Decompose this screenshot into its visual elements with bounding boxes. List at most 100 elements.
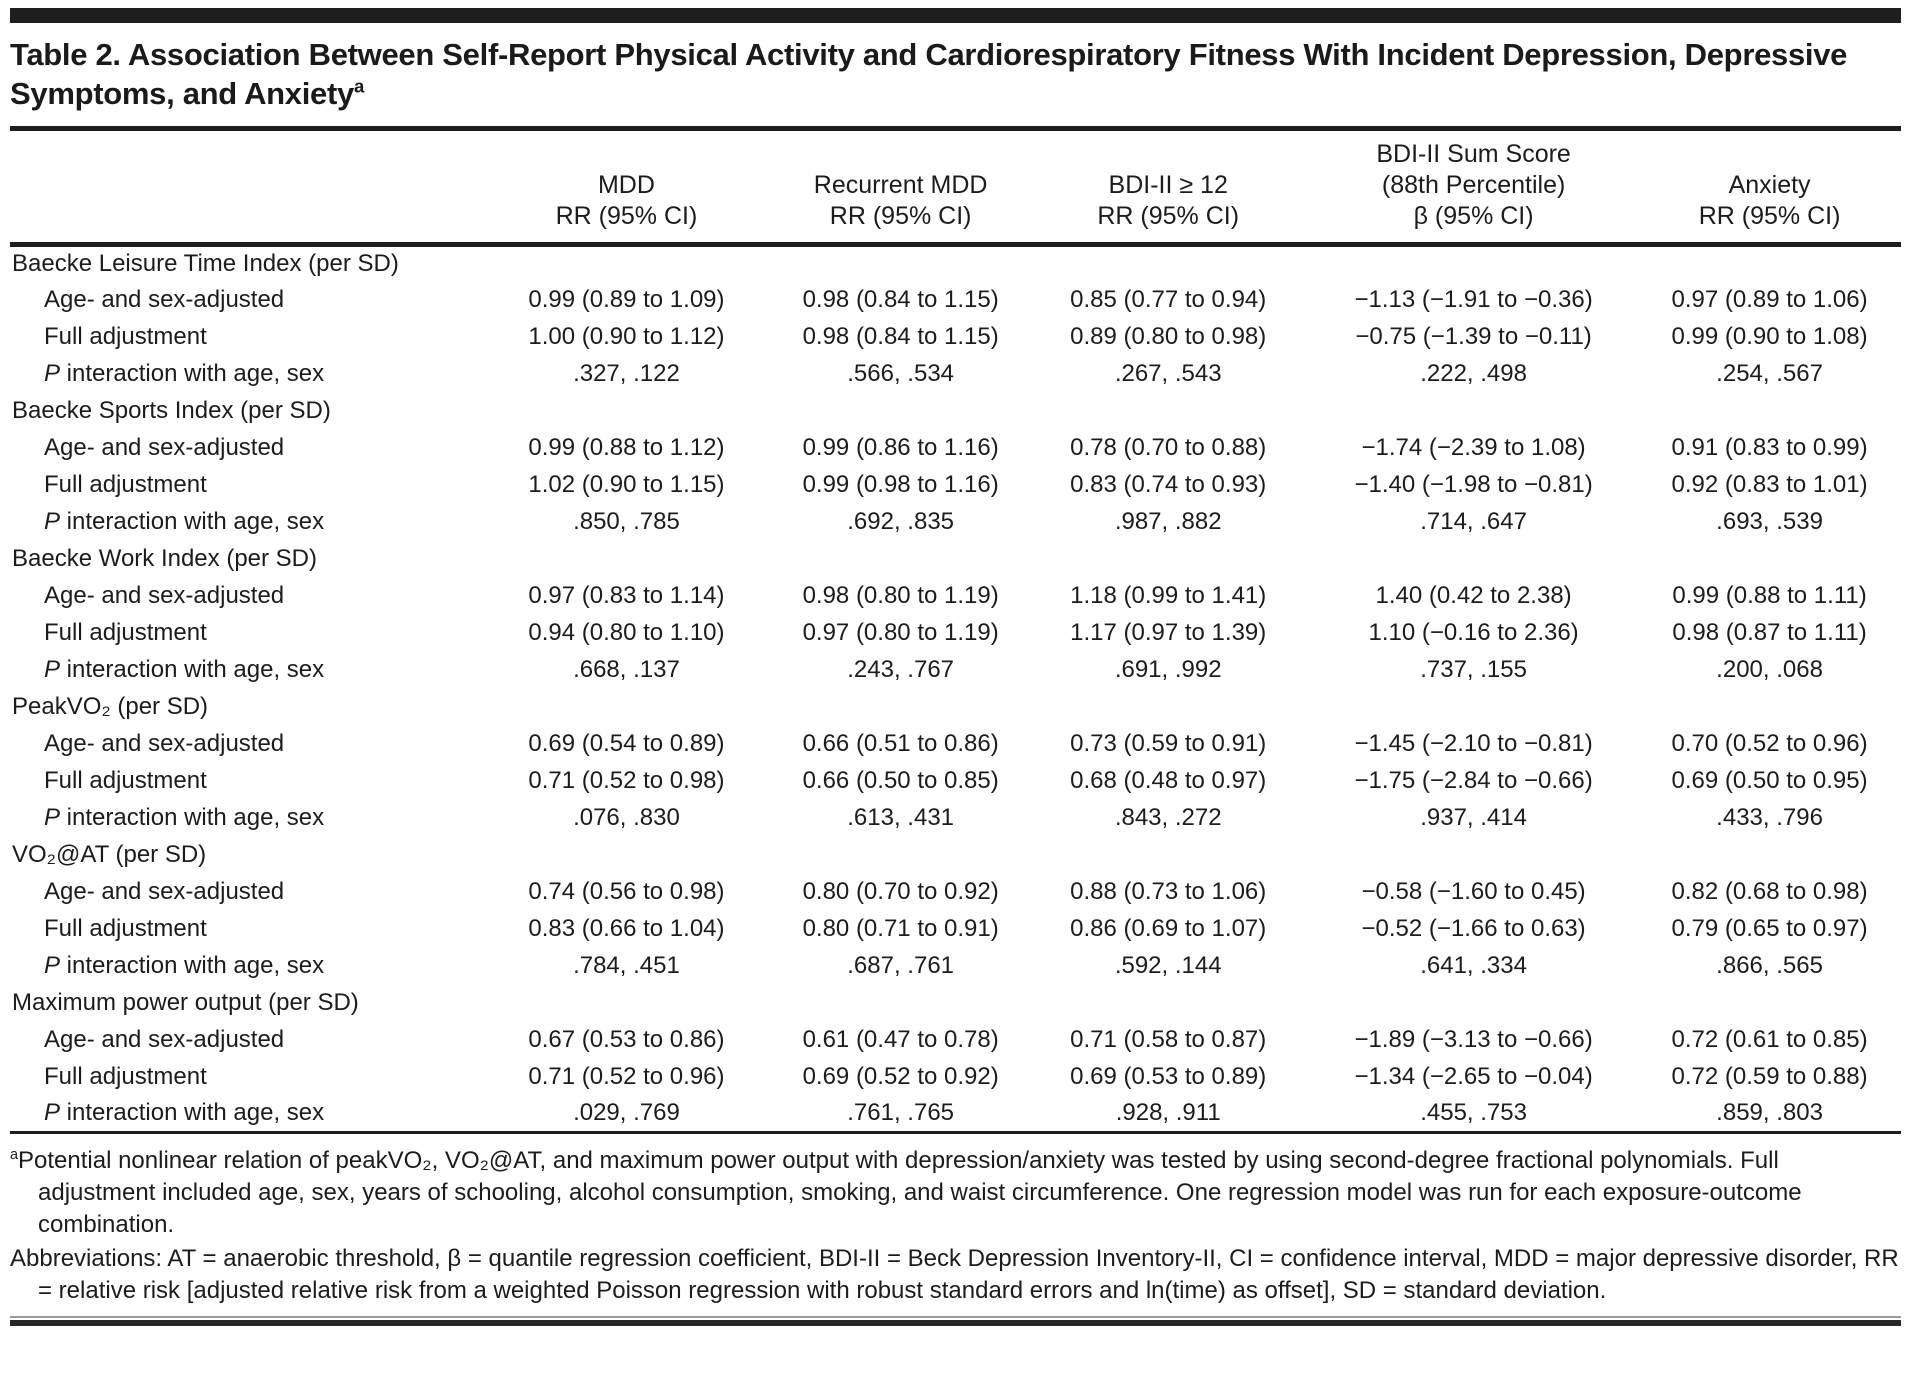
- value-cell: 0.98 (0.84 to 1.15): [802, 323, 999, 350]
- value-cell: .714, .647: [1420, 508, 1527, 535]
- section-label: Baecke Sports Index (per SD): [12, 397, 331, 424]
- row-label: P interaction with age, sex: [44, 952, 325, 979]
- row-label: Age- and sex-adjusted: [44, 878, 285, 905]
- section-row: Maximum power output (per SD): [10, 985, 1901, 1022]
- value-cell: 0.98 (0.84 to 1.15): [802, 286, 999, 313]
- data-row: P interaction with age, sex .029, .769 .76…: [10, 1096, 1901, 1133]
- data-row: Age- and sex-adjusted 0.67 (0.53 to 0.86)…: [10, 1022, 1901, 1059]
- table-title-footnote-marker: a: [353, 75, 365, 97]
- value-cell: 0.86 (0.69 to 1.07): [1070, 915, 1267, 942]
- value-cell: 0.74 (0.56 to 0.98): [528, 878, 725, 905]
- results-table: MDD RR (95% CI) Recurrent MDD RR (95% CI) BD…: [10, 135, 1901, 1134]
- value-cell: .737, .155: [1420, 656, 1527, 683]
- value-cell: 0.91 (0.83 to 0.99): [1671, 434, 1868, 461]
- value-cell: 0.71 (0.52 to 0.98): [528, 767, 725, 794]
- value-cell: 0.67 (0.53 to 0.86): [528, 1026, 725, 1053]
- data-row: Age- and sex-adjusted 0.74 (0.56 to 0.98)…: [10, 874, 1901, 911]
- table-title: Table 2. Association Between Self-Report…: [10, 35, 1901, 113]
- value-cell: 0.80 (0.70 to 0.92): [802, 878, 999, 905]
- column-header-line: (88th Percentile): [1381, 171, 1566, 199]
- value-cell: .850, .785: [573, 508, 680, 535]
- value-cell: .687, .761: [847, 952, 955, 979]
- value-cell: 1.17 (0.97 to 1.39): [1070, 619, 1267, 646]
- value-cell: 0.85 (0.77 to 0.94): [1070, 286, 1267, 313]
- column-header-bdi-sum-score: BDI-II Sum Score (88th Percentile) β (95% …: [1309, 135, 1639, 247]
- value-cell: 0.98 (0.80 to 1.19): [802, 582, 999, 609]
- value-cell: 0.71 (0.52 to 0.96): [528, 1063, 725, 1090]
- value-cell: 0.99 (0.90 to 1.08): [1671, 323, 1868, 350]
- value-cell: .843, .272: [1114, 804, 1222, 831]
- table-title-text: Table 2. Association Between Self-Report…: [10, 37, 1848, 111]
- column-header-line: RR (95% CI): [1097, 202, 1240, 230]
- value-cell: 0.73 (0.59 to 0.91): [1070, 730, 1267, 757]
- section-label: VO₂@AT (per SD): [12, 841, 207, 868]
- column-header-line: RR (95% CI): [829, 202, 972, 230]
- bottom-rule-dark: [10, 1320, 1901, 1326]
- value-cell: .222, .498: [1420, 360, 1527, 387]
- value-cell: .692, .835: [847, 508, 955, 535]
- row-label: Age- and sex-adjusted: [44, 434, 285, 461]
- value-cell: 0.69 (0.50 to 0.95): [1671, 767, 1868, 794]
- row-label: Full adjustment: [44, 767, 207, 794]
- value-cell: .076, .830: [573, 804, 680, 831]
- value-cell: −1.13 (−1.91 to −0.36): [1354, 286, 1593, 313]
- column-header-rowlabels: [10, 135, 479, 247]
- value-cell: 0.70 (0.52 to 0.96): [1671, 730, 1868, 757]
- value-cell: .668, .137: [573, 656, 680, 683]
- section-label: Baecke Work Index (per SD): [12, 545, 318, 572]
- title-rule: [10, 126, 1901, 131]
- section-label: PeakVO₂ (per SD): [12, 693, 209, 720]
- value-cell: 0.89 (0.80 to 0.98): [1070, 323, 1267, 350]
- data-row: P interaction with age, sex .327, .122 .56…: [10, 356, 1901, 393]
- data-row: P interaction with age, sex .668, .137 .24…: [10, 652, 1901, 689]
- value-cell: .784, .451: [573, 952, 680, 979]
- value-cell: .029, .769: [573, 1099, 680, 1127]
- table-body: Baecke Leisure Time Index (per SD) Age- a…: [10, 245, 1901, 1133]
- row-label: P interaction with age, sex: [44, 508, 325, 535]
- value-cell: 0.99 (0.86 to 1.16): [802, 434, 999, 461]
- value-cell: 0.61 (0.47 to 0.78): [802, 1026, 999, 1053]
- row-label: Age- and sex-adjusted: [44, 286, 285, 313]
- value-cell: .613, .431: [847, 804, 955, 831]
- value-cell: 1.10 (−0.16 to 2.36): [1368, 619, 1579, 646]
- value-cell: .987, .882: [1114, 508, 1222, 535]
- data-row: Full adjustment 0.71 (0.52 to 0.96) 0.69 (…: [10, 1059, 1901, 1096]
- section-row: PeakVO₂ (per SD): [10, 689, 1901, 726]
- value-cell: .243, .767: [847, 656, 955, 683]
- row-label: P interaction with age, sex: [44, 360, 325, 387]
- column-header-line: BDI-II ≥ 12: [1108, 171, 1228, 199]
- data-row: Full adjustment 1.02 (0.90 to 1.15) 0.99 (…: [10, 467, 1901, 504]
- footnotes: aPotential nonlinear relation of peakVO₂…: [10, 1145, 1901, 1307]
- data-row: Age- and sex-adjusted 0.97 (0.83 to 1.14)…: [10, 578, 1901, 615]
- value-cell: 0.88 (0.73 to 1.06): [1070, 878, 1267, 905]
- value-cell: 0.80 (0.71 to 0.91): [802, 915, 999, 942]
- data-row: Full adjustment 1.00 (0.90 to 1.12) 0.98 (…: [10, 319, 1901, 356]
- value-cell: 0.79 (0.65 to 0.97): [1671, 915, 1868, 942]
- data-row: P interaction with age, sex .850, .785 .69…: [10, 504, 1901, 541]
- value-cell: −1.34 (−2.65 to −0.04): [1354, 1063, 1593, 1090]
- value-cell: −1.45 (−2.10 to −0.81): [1354, 730, 1593, 757]
- value-cell: 0.69 (0.53 to 0.89): [1070, 1063, 1267, 1090]
- value-cell: .693, .539: [1716, 508, 1823, 535]
- value-cell: −1.40 (−1.98 to −0.81): [1354, 471, 1593, 498]
- column-header-recurrent-mdd: Recurrent MDD RR (95% CI): [773, 135, 1028, 247]
- value-cell: .200, .068: [1716, 656, 1823, 683]
- column-header-mdd: MDD RR (95% CI): [478, 135, 774, 247]
- row-label: Age- and sex-adjusted: [44, 1026, 285, 1053]
- row-label: P interaction with age, sex: [44, 804, 325, 831]
- section-row: Baecke Leisure Time Index (per SD): [10, 245, 1901, 282]
- column-header-line: β (95% CI): [1413, 202, 1534, 230]
- value-cell: 0.97 (0.83 to 1.14): [528, 582, 725, 609]
- value-cell: −1.75 (−2.84 to −0.66): [1354, 767, 1593, 794]
- row-label: Age- and sex-adjusted: [44, 730, 285, 757]
- row-label: P interaction with age, sex: [44, 656, 325, 683]
- value-cell: .433, .796: [1716, 804, 1823, 831]
- data-row: Age- and sex-adjusted 0.99 (0.89 to 1.09)…: [10, 282, 1901, 319]
- row-label: Full adjustment: [44, 323, 207, 350]
- data-row: P interaction with age, sex .784, .451 .68…: [10, 948, 1901, 985]
- value-cell: −1.89 (−3.13 to −0.66): [1354, 1026, 1593, 1053]
- value-cell: 0.99 (0.89 to 1.09): [528, 286, 725, 313]
- value-cell: .859, .803: [1716, 1099, 1823, 1127]
- value-cell: 1.18 (0.99 to 1.41): [1070, 582, 1267, 609]
- value-cell: 0.99 (0.88 to 1.11): [1672, 582, 1867, 609]
